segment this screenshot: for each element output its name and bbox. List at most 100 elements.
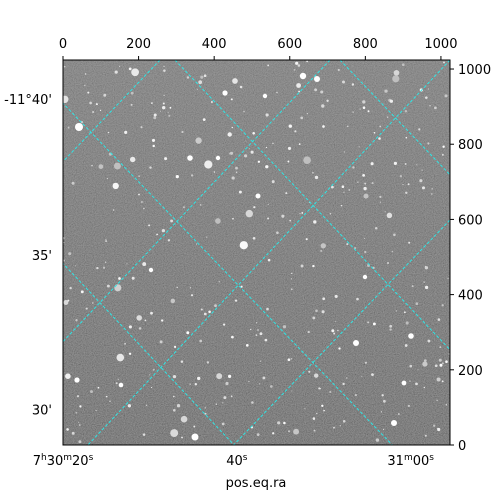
star bbox=[215, 403, 217, 405]
star bbox=[281, 214, 285, 218]
dec-tick-label: -11°40' bbox=[4, 93, 52, 108]
star bbox=[71, 181, 75, 185]
star bbox=[364, 250, 367, 254]
star bbox=[259, 360, 262, 362]
bright-star bbox=[299, 72, 307, 80]
star bbox=[434, 364, 438, 368]
star bbox=[109, 400, 111, 402]
star bbox=[264, 338, 268, 342]
star bbox=[204, 160, 213, 169]
star bbox=[200, 308, 203, 311]
star bbox=[322, 297, 326, 301]
star bbox=[380, 411, 383, 413]
star bbox=[265, 113, 269, 117]
star bbox=[195, 243, 198, 245]
star bbox=[295, 61, 299, 65]
star bbox=[293, 428, 300, 435]
star bbox=[71, 431, 75, 435]
star bbox=[190, 294, 194, 297]
star bbox=[445, 360, 448, 364]
star bbox=[208, 310, 211, 314]
star bbox=[114, 70, 118, 74]
star bbox=[162, 106, 166, 110]
star bbox=[128, 352, 132, 355]
star bbox=[175, 174, 179, 179]
star bbox=[423, 386, 425, 389]
star bbox=[437, 427, 439, 430]
star bbox=[395, 310, 398, 312]
star bbox=[231, 176, 235, 180]
star bbox=[373, 132, 376, 134]
star bbox=[346, 243, 349, 246]
star bbox=[381, 394, 384, 397]
star bbox=[442, 154, 444, 156]
star bbox=[298, 143, 301, 145]
star bbox=[116, 353, 125, 362]
star bbox=[386, 212, 393, 219]
grid-line bbox=[339, 60, 450, 176]
star bbox=[298, 90, 300, 93]
star bbox=[172, 374, 177, 379]
star bbox=[439, 346, 442, 348]
star bbox=[409, 380, 411, 382]
star bbox=[78, 421, 80, 423]
star bbox=[206, 361, 210, 364]
star bbox=[103, 93, 107, 97]
star bbox=[69, 286, 72, 290]
star bbox=[68, 252, 72, 256]
x-axis-label: pos.eq.ra bbox=[226, 476, 287, 491]
plot-area bbox=[62, 59, 451, 446]
star bbox=[409, 364, 413, 368]
dec-tick-label: 35' bbox=[32, 249, 52, 264]
star bbox=[314, 175, 319, 180]
sky-noise bbox=[63, 60, 450, 445]
star bbox=[114, 284, 122, 292]
star bbox=[115, 382, 118, 385]
right-tick-label: 600 bbox=[458, 213, 483, 228]
star bbox=[144, 319, 147, 322]
star bbox=[92, 111, 94, 113]
star bbox=[434, 106, 437, 110]
star bbox=[312, 417, 316, 420]
star bbox=[404, 311, 406, 314]
star bbox=[252, 236, 256, 240]
star bbox=[130, 91, 134, 95]
star bbox=[297, 64, 301, 67]
star bbox=[248, 148, 250, 150]
star bbox=[168, 114, 171, 117]
star bbox=[427, 142, 430, 145]
star bbox=[63, 259, 66, 262]
star bbox=[65, 373, 71, 380]
star bbox=[215, 218, 221, 224]
star bbox=[439, 363, 443, 367]
star bbox=[334, 294, 338, 298]
bright-star bbox=[408, 333, 414, 339]
star bbox=[67, 126, 70, 129]
top-tick-label: 600 bbox=[277, 37, 302, 52]
star bbox=[202, 118, 206, 121]
star bbox=[170, 298, 176, 304]
star bbox=[351, 83, 355, 86]
star bbox=[117, 378, 119, 380]
star bbox=[255, 322, 258, 324]
star bbox=[423, 281, 425, 283]
right-tick-label: 400 bbox=[458, 289, 483, 304]
grid-line bbox=[87, 60, 450, 445]
bottom-ra-axis: 7h30m20s 40s 31m00s bbox=[33, 453, 435, 469]
star bbox=[267, 64, 270, 67]
star bbox=[422, 361, 428, 367]
star bbox=[63, 65, 66, 68]
star bbox=[438, 358, 442, 362]
bright-star bbox=[262, 93, 268, 99]
star bbox=[152, 144, 155, 148]
star bbox=[78, 424, 81, 426]
star bbox=[364, 182, 367, 185]
star bbox=[78, 440, 82, 444]
star bbox=[441, 362, 444, 365]
star bbox=[294, 130, 297, 133]
star bbox=[404, 109, 408, 113]
star bbox=[195, 137, 202, 144]
star bbox=[235, 166, 238, 170]
star bbox=[173, 345, 177, 349]
star bbox=[182, 206, 185, 209]
